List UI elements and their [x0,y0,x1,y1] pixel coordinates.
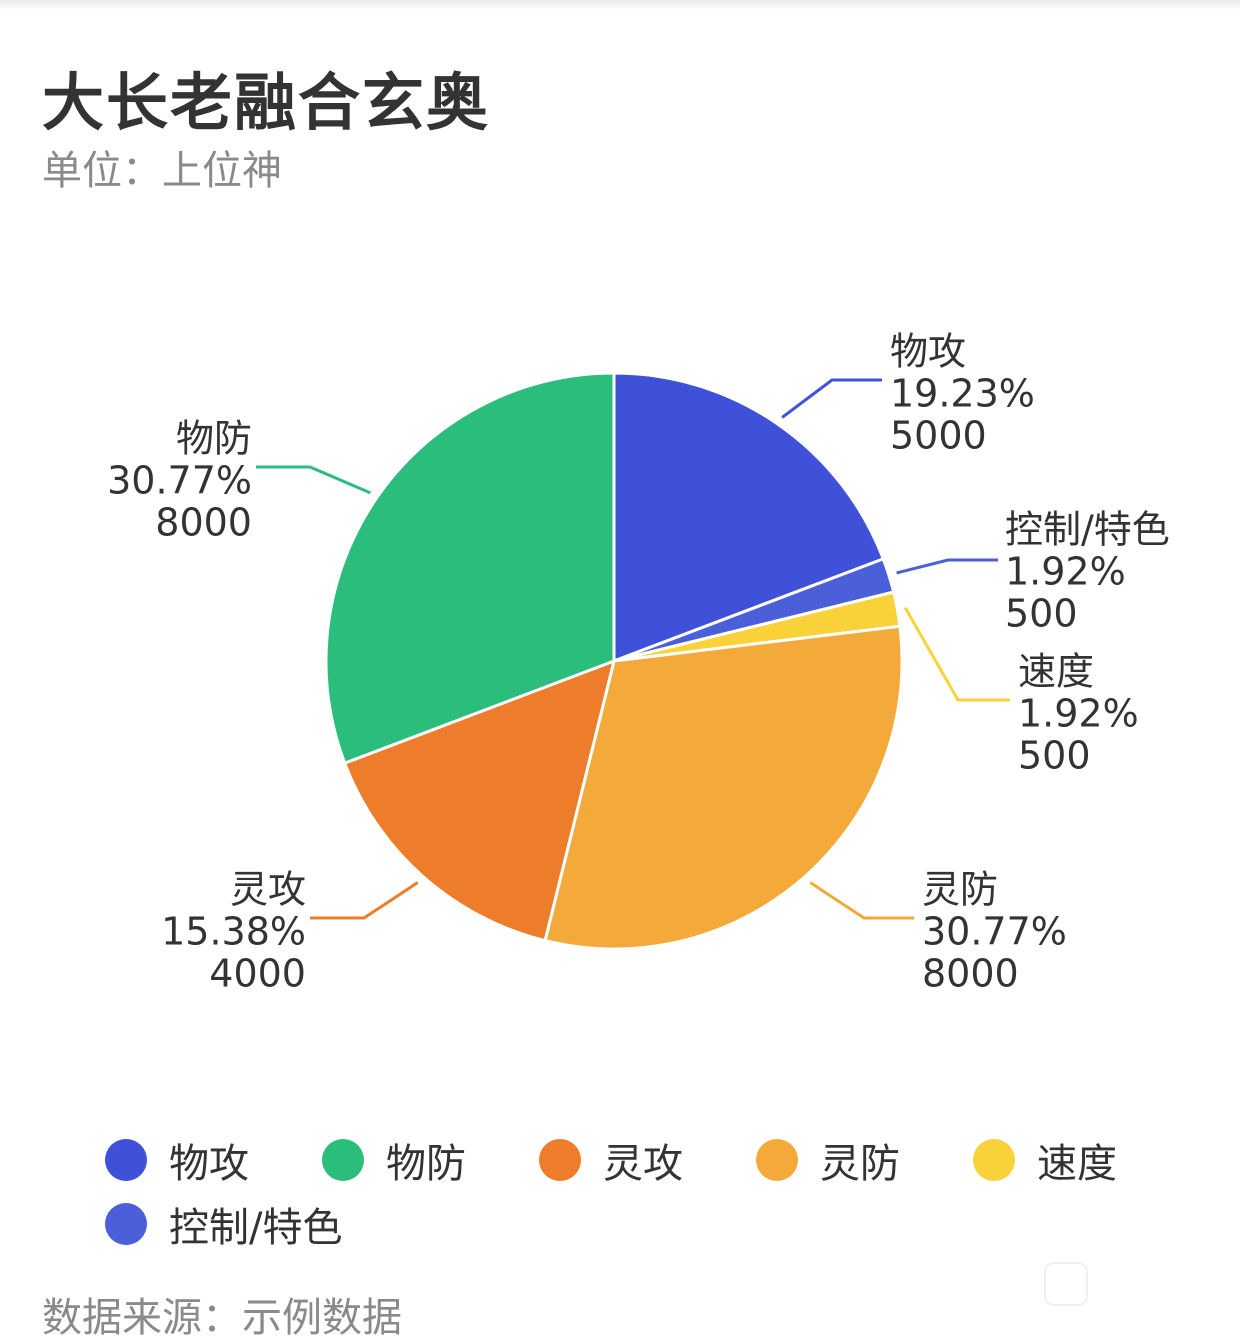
slice-label-1: 控制/特色1.92%500 [1005,508,1170,636]
slice-label-percent-0: 19.23% [890,372,1035,416]
pie-slice-5[interactable] [324,371,616,765]
legend-label-1: 物防 [386,1141,466,1187]
pie-chart: 物攻19.23%5000控制/特色1.92%500速度1.92%500灵防30.… [107,330,1170,996]
legend-label-5: 控制/特色 [169,1205,343,1251]
slice-label-percent-1: 1.92% [1005,550,1126,594]
leader-line-3 [809,881,914,920]
slice-label-value-4: 4000 [209,952,306,996]
slice-label-percent-2: 1.92% [1018,692,1139,736]
legend-label-2: 灵攻 [603,1141,683,1187]
legend-item-3[interactable]: 灵防 [756,1135,973,1187]
slice-label-value-2: 500 [1018,734,1091,778]
slice-label-percent-3: 30.77% [922,910,1067,954]
leader-line-1 [896,558,998,575]
pie-slice-3[interactable] [543,624,904,951]
legend-label-3: 灵防 [820,1141,900,1187]
chart-legend: 物攻 物防 灵攻 灵防 速度控制/特色 [105,1135,1205,1251]
leader-line-4 [310,881,419,920]
legend-item-0[interactable]: 物攻 [105,1135,322,1187]
chart-subtitle: 单位：上位神 [42,148,282,194]
leader-line-2 [903,606,1010,702]
slice-label-value-3: 8000 [922,952,1019,996]
slice-label-name-4: 灵攻 [230,868,306,912]
slice-label-name-1: 控制/特色 [1005,508,1170,552]
pie-slice-4[interactable] [343,659,616,943]
legend-dot-icon [539,1139,581,1181]
top-shadow-bar [0,0,1240,10]
watermark-icon [1044,1262,1088,1306]
slice-label-name-5: 物防 [176,417,252,461]
slice-label-percent-4: 15.38% [161,910,306,954]
slice-label-value-5: 8000 [155,501,252,545]
legend-label-4: 速度 [1037,1141,1117,1187]
slice-label-percent-5: 30.77% [107,459,252,503]
slice-label-name-2: 速度 [1018,650,1094,694]
chart-title: 大长老融合玄奥 [42,66,491,139]
legend-dot-icon [756,1139,798,1181]
legend-item-5[interactable]: 控制/特色 [105,1199,342,1251]
data-source-note: 数据来源：示例数据 [42,1295,402,1341]
leader-line-5 [256,465,371,495]
slice-label-2: 速度1.92%500 [1018,650,1139,778]
slice-label-name-0: 物攻 [890,330,966,374]
slice-label-value-0: 5000 [890,414,987,458]
legend-item-4[interactable]: 速度 [973,1135,1190,1187]
legend-item-2[interactable]: 灵攻 [539,1135,756,1187]
legend-item-1[interactable]: 物防 [322,1135,539,1187]
pie-slice-0[interactable] [612,371,885,663]
legend-dot-icon [322,1139,364,1181]
slice-label-value-1: 500 [1005,592,1078,636]
legend-dot-icon [105,1139,147,1181]
leader-line-0 [781,378,882,419]
legend-dot-icon [973,1139,1015,1181]
legend-label-0: 物攻 [169,1141,249,1187]
slice-label-name-3: 灵防 [922,868,998,912]
legend-dot-icon [105,1203,147,1245]
